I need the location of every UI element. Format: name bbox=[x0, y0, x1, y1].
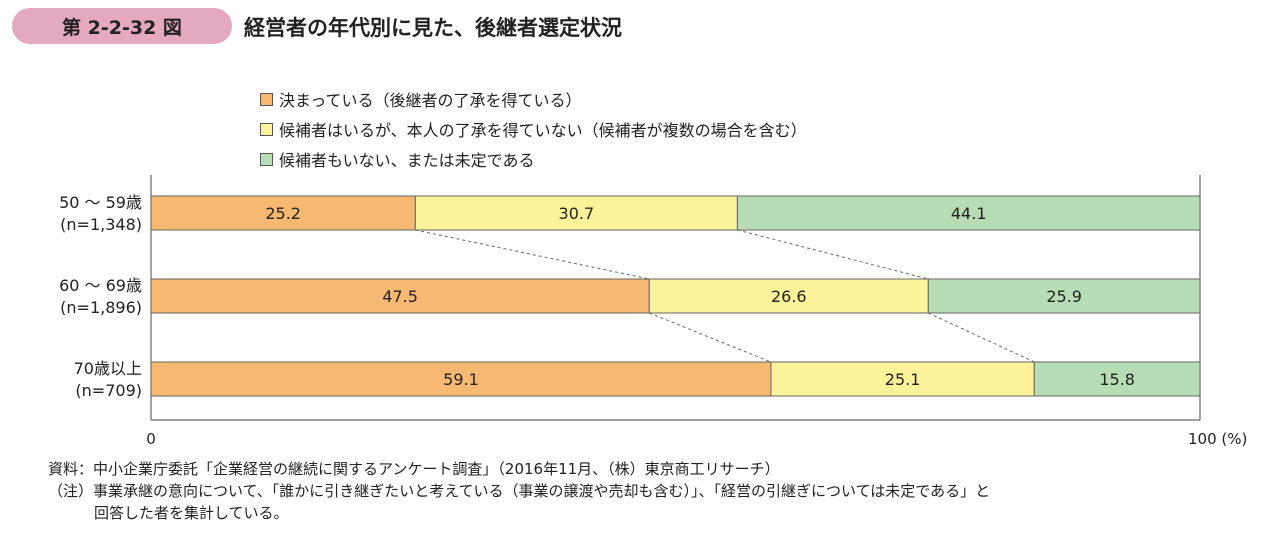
bar-50s-decided bbox=[150, 195, 416, 231]
legend-swatch-undecided bbox=[260, 152, 273, 166]
legend-label-candidate: 候補者はいるが、本人の了承を得ていない（候補者が複数の場合を含む） bbox=[279, 121, 807, 140]
bar-70plus-undecided bbox=[1033, 361, 1201, 397]
chart-legend: 決まっている（後継者の了承を得ている） 候補者はいるが、本人の了承を得ていない（… bbox=[260, 84, 807, 174]
data-label-60s-candidate: 26.6 bbox=[771, 287, 807, 306]
legend-item-decided: 決まっている（後継者の了承を得ている） bbox=[260, 84, 807, 114]
data-label-70plus-candidate: 25.1 bbox=[885, 370, 921, 389]
legend-item-candidate: 候補者はいるが、本人の了承を得ていない（候補者が複数の場合を含む） bbox=[260, 114, 807, 144]
data-label-70plus-decided: 59.1 bbox=[443, 370, 479, 389]
connector-line-60s-decided bbox=[649, 312, 772, 363]
connector-line-60s-candidate bbox=[928, 312, 1035, 363]
figure-title: 経営者の年代別に見た、後継者選定状況 bbox=[244, 16, 622, 40]
data-label-70plus-undecided: 15.8 bbox=[1099, 370, 1135, 389]
bar-50s-undecided bbox=[736, 195, 1201, 231]
legend-swatch-decided bbox=[260, 92, 273, 106]
legend-item-undecided: 候補者もいない、または未定である bbox=[260, 144, 807, 174]
legend-label-undecided: 候補者もいない、または未定である bbox=[279, 151, 535, 170]
legend-swatch-candidate bbox=[260, 122, 273, 136]
x-tick-label-0: 0 bbox=[146, 430, 156, 448]
data-label-50s-decided: 25.2 bbox=[265, 204, 301, 223]
category-n-50s: (n=1,348) bbox=[60, 215, 142, 234]
category-label-50s: 50 ～ 59歳 bbox=[59, 193, 142, 212]
footnote-line-2: 回答した者を集計している。 bbox=[94, 504, 289, 522]
category-n-60s: (n=1,896) bbox=[60, 298, 142, 317]
data-label-60s-decided: 47.5 bbox=[382, 287, 418, 306]
figure-number-badge: 第 2-2-32 図 bbox=[12, 8, 232, 44]
category-n-70plus: (n=709) bbox=[75, 381, 142, 400]
bar-50s-candidate bbox=[414, 195, 738, 231]
bar-70plus-decided bbox=[150, 361, 772, 397]
source-note: 資料：中小企業庁委託「企業経営の継続に関するアンケート調査」（2016年11月、… bbox=[48, 460, 780, 478]
category-label-60s: 60 ～ 69歳 bbox=[59, 276, 142, 295]
category-label-70plus: 70歳以上 bbox=[74, 359, 142, 378]
legend-label-decided: 決まっている（後継者の了承を得ている） bbox=[279, 91, 582, 110]
data-label-50s-candidate: 30.7 bbox=[559, 204, 595, 223]
connector-line-50s-candidate bbox=[737, 229, 929, 280]
bar-60s-undecided bbox=[927, 278, 1201, 314]
data-label-50s-undecided: 44.1 bbox=[951, 204, 987, 223]
bar-70plus-candidate bbox=[770, 361, 1035, 397]
footnote-line-1: （注）事業承継の意向について、「誰かに引き継ぎたいと考えている（事業の譲渡や売却… bbox=[48, 482, 991, 500]
bar-60s-candidate bbox=[648, 278, 929, 314]
connector-line-50s-decided bbox=[415, 229, 650, 280]
figure-number: 第 2-2-32 図 bbox=[62, 16, 182, 39]
x-tick-label-100: 100 (%) bbox=[1188, 430, 1247, 448]
data-label-60s-undecided: 25.9 bbox=[1046, 287, 1082, 306]
bar-60s-decided bbox=[150, 278, 650, 314]
figure-notes: 資料：中小企業庁委託「企業経営の継続に関するアンケート調査」（2016年11月、… bbox=[48, 458, 990, 524]
